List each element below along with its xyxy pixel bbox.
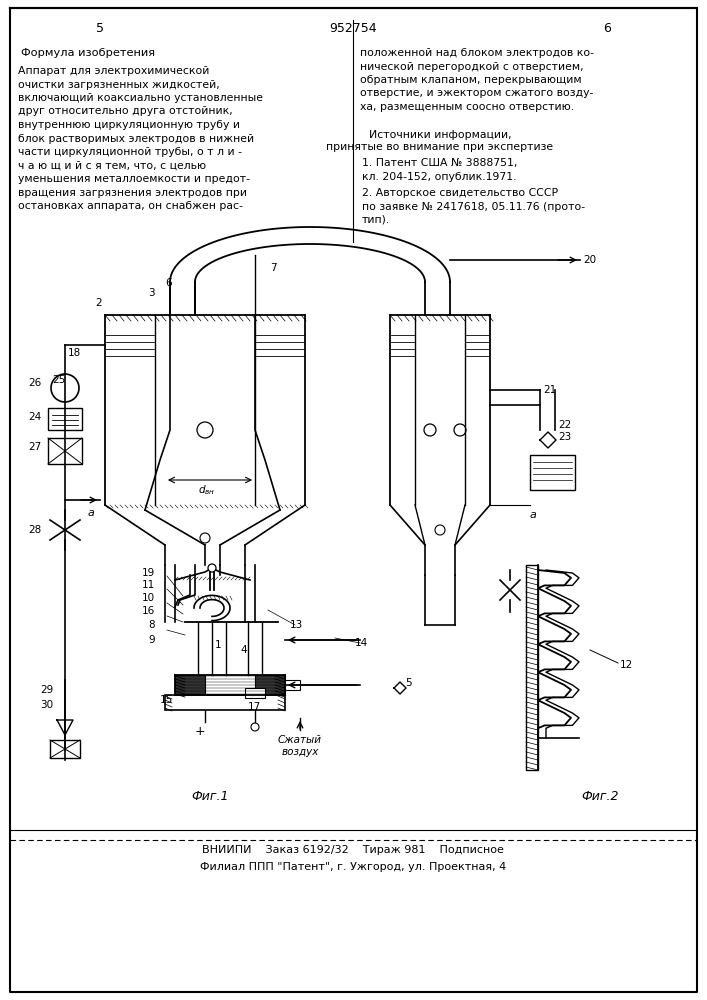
Text: 6: 6: [603, 22, 611, 35]
Text: 15: 15: [160, 695, 173, 705]
Text: 10: 10: [142, 593, 155, 603]
Text: Источники информации,
принятые во внимание при экспертизе: Источники информации, принятые во вниман…: [327, 130, 554, 152]
Circle shape: [435, 525, 445, 535]
Text: нической перегородкой с отверстием,: нической перегородкой с отверстием,: [360, 62, 583, 72]
Text: 23: 23: [558, 432, 571, 442]
Text: $d_{вн}$: $d_{вн}$: [199, 483, 216, 497]
Text: тип).: тип).: [362, 215, 390, 225]
Text: 26: 26: [28, 378, 41, 388]
Text: Формула изобретения: Формула изобретения: [21, 48, 155, 58]
Bar: [530, 455, 575, 490]
Text: 6: 6: [165, 278, 172, 288]
Bar: [50, 740, 80, 758]
Bar: [245, 688, 265, 698]
Text: кл. 204-152, опублик.1971.: кл. 204-152, опублик.1971.: [362, 172, 517, 182]
Text: блок растворимых электродов в нижней: блок растворимых электродов в нижней: [18, 133, 254, 143]
Text: 5: 5: [96, 22, 104, 35]
Text: 16: 16: [142, 606, 156, 616]
Text: a: a: [530, 510, 537, 520]
Text: a: a: [88, 508, 95, 518]
Text: 21: 21: [543, 385, 556, 395]
Text: по заявке № 2417618, 05.11.76 (прото-: по заявке № 2417618, 05.11.76 (прото-: [362, 202, 585, 212]
Text: 5: 5: [405, 678, 411, 688]
Text: уменьшения металлоемкости и предот-: уменьшения металлоемкости и предот-: [18, 174, 250, 184]
Bar: [255, 675, 285, 695]
Text: Филиал ППП "Патент", г. Ужгород, ул. Проектная, 4: Филиал ППП "Патент", г. Ужгород, ул. Про…: [200, 862, 506, 872]
Text: 2. Авторское свидетельство СССР: 2. Авторское свидетельство СССР: [362, 188, 558, 198]
Circle shape: [208, 564, 216, 572]
Text: вращения загрязнения электродов при: вращения загрязнения электродов при: [18, 188, 247, 198]
Text: Фиг.1: Фиг.1: [192, 790, 229, 803]
Text: 24: 24: [28, 412, 41, 422]
Text: ч а ю щ и й с я тем, что, с целью: ч а ю щ и й с я тем, что, с целью: [18, 160, 206, 170]
Text: друг относительно друга отстойник,: друг относительно друга отстойник,: [18, 106, 233, 116]
Text: части циркуляционной трубы, о т л и -: части циркуляционной трубы, о т л и -: [18, 147, 242, 157]
Bar: [48, 438, 82, 464]
Text: 29: 29: [40, 685, 53, 695]
Circle shape: [200, 533, 210, 543]
Bar: [526, 565, 538, 770]
Text: 8: 8: [148, 620, 155, 630]
Text: 9: 9: [148, 635, 155, 645]
Text: 22: 22: [558, 420, 571, 430]
Circle shape: [251, 723, 259, 731]
Text: 4: 4: [240, 645, 247, 655]
Text: внутреннюю циркуляционную трубу и: внутреннюю циркуляционную трубу и: [18, 120, 240, 130]
Text: ВНИИПИ    Заказ 6192/32    Тираж 981    Подписное: ВНИИПИ Заказ 6192/32 Тираж 981 Подписное: [202, 845, 504, 855]
Bar: [48, 408, 82, 430]
Circle shape: [424, 424, 436, 436]
Text: очистки загрязненных жидкостей,: очистки загрязненных жидкостей,: [18, 80, 220, 90]
Text: ха, размещенным соосно отверстию.: ха, размещенным соосно отверстию.: [360, 102, 574, 112]
Text: Фиг.2: Фиг.2: [581, 790, 619, 803]
Text: 1. Патент США № 3888751,: 1. Патент США № 3888751,: [362, 158, 518, 168]
Text: 12: 12: [620, 660, 633, 670]
Text: отверстие, и эжектором сжатого возду-: отверстие, и эжектором сжатого возду-: [360, 89, 593, 99]
Text: 2: 2: [95, 298, 102, 308]
Text: 27: 27: [28, 442, 41, 452]
Circle shape: [197, 422, 213, 438]
Circle shape: [454, 424, 466, 436]
Text: 17: 17: [248, 702, 262, 712]
Text: положенной над блоком электродов ко-: положенной над блоком электродов ко-: [360, 48, 594, 58]
Text: 28: 28: [28, 525, 41, 535]
Text: 25: 25: [52, 375, 65, 385]
Text: 14: 14: [355, 638, 368, 648]
Text: +: +: [194, 725, 205, 738]
Text: 18: 18: [68, 348, 81, 358]
Text: Аппарат для электрохимической: Аппарат для электрохимической: [18, 66, 209, 76]
Text: 19: 19: [142, 568, 156, 578]
Bar: [175, 675, 205, 695]
Text: включающий коаксиально установленные: включающий коаксиально установленные: [18, 93, 263, 103]
Bar: [285, 680, 300, 690]
Text: 13: 13: [290, 620, 303, 630]
Text: 7: 7: [270, 263, 276, 273]
Text: 20: 20: [583, 255, 596, 265]
Bar: [165, 695, 285, 710]
Text: 952754: 952754: [329, 22, 377, 35]
Text: 30: 30: [40, 700, 53, 710]
Text: 3: 3: [148, 288, 155, 298]
Text: Сжатый
воздух: Сжатый воздух: [278, 735, 322, 757]
Text: обратным клапаном, перекрывающим: обратным клапаном, перекрывающим: [360, 75, 582, 85]
Text: остановках аппарата, он снабжен рас-: остановках аппарата, он снабжен рас-: [18, 201, 243, 211]
Text: 11: 11: [142, 580, 156, 590]
Text: 1: 1: [215, 640, 221, 650]
Circle shape: [51, 374, 79, 402]
